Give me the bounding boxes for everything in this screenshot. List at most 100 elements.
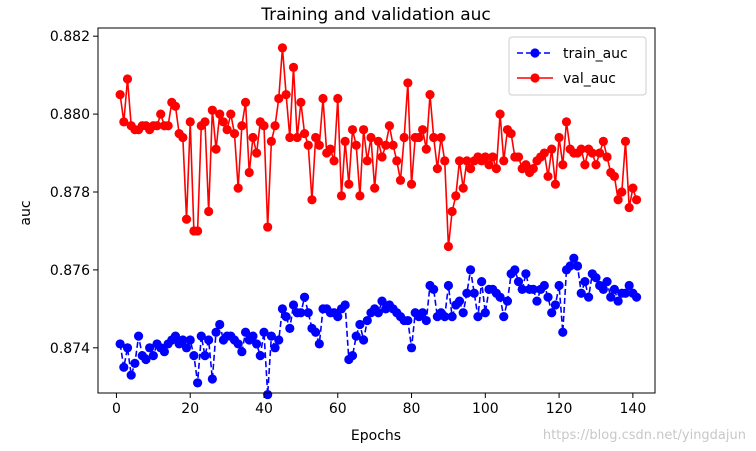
y-tick-label: 0.882 <box>50 29 90 45</box>
data-point-val_auc <box>296 97 306 107</box>
legend-label: val_auc <box>563 71 616 87</box>
data-point-val_auc <box>351 140 361 150</box>
data-point-val_auc <box>451 191 461 201</box>
data-point-val_auc <box>576 144 586 154</box>
data-point-train_auc <box>406 343 417 353</box>
data-point-val_auc <box>311 132 321 143</box>
data-point-train_auc <box>502 296 513 306</box>
data-point-val_auc <box>181 214 192 224</box>
data-point-val_auc <box>595 148 605 158</box>
data-point-val_auc <box>406 179 417 189</box>
data-point-train_auc <box>440 312 450 322</box>
data-point-val_auc <box>395 175 406 185</box>
data-point-train_auc <box>465 265 476 275</box>
data-point-train_auc <box>458 308 468 318</box>
data-point-val_auc <box>617 187 627 197</box>
data-point-val_auc <box>377 152 387 162</box>
data-point-train_auc <box>569 253 579 263</box>
data-point-train_auc <box>591 273 601 283</box>
data-point-val_auc <box>558 160 568 170</box>
data-point-val_auc <box>591 160 601 170</box>
data-point-train_auc <box>495 292 505 302</box>
data-point-val_auc <box>333 93 343 104</box>
series-train_auc <box>115 253 642 400</box>
data-point-val_auc <box>620 136 631 146</box>
data-point-train_auc <box>185 335 195 345</box>
data-point-val_auc <box>248 132 258 143</box>
data-point-val_auc <box>370 183 380 193</box>
data-point-val_auc <box>237 121 247 131</box>
data-point-val_auc <box>233 183 243 193</box>
data-point-train_auc <box>510 265 520 275</box>
data-point-val_auc <box>122 74 133 84</box>
data-point-train_auc <box>277 304 288 314</box>
data-point-train_auc <box>263 389 273 400</box>
data-point-train_auc <box>351 331 361 341</box>
data-point-val_auc <box>399 132 409 143</box>
data-point-train_auc <box>333 312 343 322</box>
data-point-val_auc <box>631 195 642 205</box>
data-point-train_auc <box>130 358 140 368</box>
data-point-val_auc <box>336 191 347 201</box>
data-point-val_auc <box>547 144 557 154</box>
x-axis-label: Epochs <box>351 428 401 444</box>
data-point-val_auc <box>329 156 339 166</box>
data-point-val_auc <box>480 152 490 162</box>
data-point-val_auc <box>252 148 262 158</box>
data-point-train_auc <box>543 292 553 302</box>
data-point-val_auc <box>587 148 597 158</box>
data-point-train_auc <box>133 331 144 341</box>
data-point-val_auc <box>185 117 195 127</box>
data-point-train_auc <box>631 292 642 302</box>
data-point-train_auc <box>565 261 575 271</box>
data-point-val_auc <box>288 62 299 72</box>
data-point-train_auc <box>539 280 549 291</box>
data-point-val_auc <box>358 125 369 135</box>
data-point-val_auc <box>115 90 125 100</box>
data-point-val_auc <box>440 156 450 166</box>
data-point-train_auc <box>233 339 243 349</box>
y-tick-label: 0.878 <box>50 185 90 201</box>
data-point-train_auc <box>204 335 214 345</box>
data-point-train_auc <box>288 300 299 310</box>
x-tick-label: 80 <box>403 401 421 417</box>
data-point-train_auc <box>355 319 365 330</box>
legend: train_auc val_auc <box>508 36 647 96</box>
data-point-train_auc <box>528 284 538 294</box>
data-point-train_auc <box>377 296 387 306</box>
data-point-train_auc <box>252 339 262 349</box>
data-point-train_auc <box>296 308 306 318</box>
data-point-val_auc <box>229 128 240 139</box>
data-point-val_auc <box>388 140 398 150</box>
data-point-train_auc <box>340 300 350 310</box>
data-point-val_auc <box>465 164 476 174</box>
data-point-train_auc <box>122 343 133 353</box>
data-point-val_auc <box>418 125 428 135</box>
data-point-val_auc <box>561 117 572 127</box>
data-point-val_auc <box>204 206 214 217</box>
x-tick-label: 120 <box>546 401 573 417</box>
data-point-train_auc <box>119 362 129 372</box>
data-point-train_auc <box>550 300 561 310</box>
data-point-train_auc <box>580 276 590 287</box>
data-point-val_auc <box>119 117 129 127</box>
y-axis-label: auc <box>18 200 34 225</box>
data-point-val_auc <box>163 121 173 131</box>
axes-frame <box>97 27 656 394</box>
data-point-train_auc <box>447 312 457 322</box>
data-point-val_auc <box>347 125 358 135</box>
data-point-train_auc <box>358 335 369 345</box>
data-point-val_auc <box>259 121 269 131</box>
data-point-train_auc <box>255 351 265 361</box>
data-point-train_auc <box>521 269 531 279</box>
x-tick-label: 0 <box>112 401 121 417</box>
data-point-train_auc <box>303 308 313 318</box>
data-point-train_auc <box>613 296 623 306</box>
data-point-val_auc <box>344 179 354 189</box>
data-point-val_auc <box>513 152 524 162</box>
data-point-val_auc <box>152 121 162 131</box>
data-point-val_auc <box>193 226 203 236</box>
data-point-val_auc <box>318 93 328 104</box>
legend-marker <box>530 48 540 58</box>
x-tick-label: 40 <box>255 401 273 417</box>
